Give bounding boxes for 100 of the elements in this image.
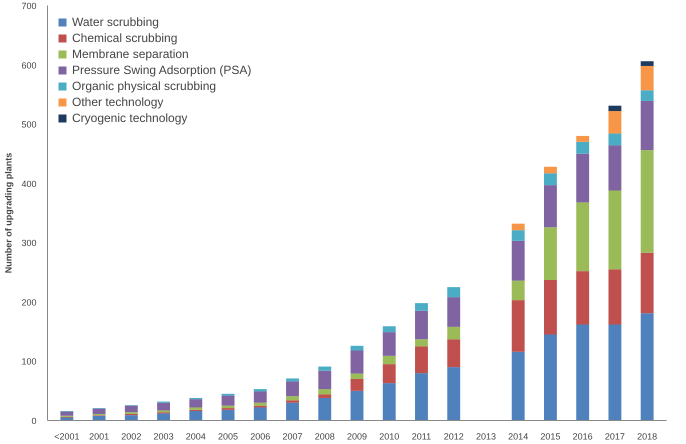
- x-tick-label: 2018: [637, 432, 658, 442]
- y-tick-label: 300: [21, 238, 37, 248]
- x-tick-label: 2009: [346, 432, 368, 442]
- x-tick-label: 2007: [282, 432, 303, 442]
- bar: [447, 287, 460, 298]
- x-tick-label: 2006: [250, 432, 270, 442]
- bar: [576, 324, 590, 420]
- bar: [544, 173, 557, 186]
- legend-label: Pressure Swing Adsorption (PSA): [72, 63, 252, 77]
- bar: [576, 136, 590, 142]
- x-tick-label: 2004: [186, 432, 206, 442]
- bar: [350, 379, 364, 391]
- bar: [576, 271, 590, 324]
- bar: [576, 142, 590, 154]
- bar: [382, 364, 396, 384]
- bar: [318, 370, 332, 390]
- legend-label: Organic physical scrubbing: [72, 79, 216, 93]
- bar: [608, 106, 622, 112]
- bar: [608, 111, 622, 134]
- bar: [415, 303, 428, 311]
- y-tick-label: 500: [21, 120, 37, 130]
- x-tick-label: 2002: [121, 432, 142, 442]
- bar: [286, 381, 299, 396]
- bar: [415, 346, 428, 374]
- x-tick-label: 2005: [218, 432, 238, 442]
- bar: [350, 374, 364, 379]
- bar: [382, 383, 396, 420]
- bar: [286, 378, 299, 382]
- bar: [544, 227, 557, 280]
- bar: [350, 390, 364, 420]
- x-tick-label: 2014: [508, 432, 528, 442]
- bar: [640, 61, 654, 66]
- bar: [640, 150, 654, 253]
- x-tick-label: 2012: [444, 432, 464, 442]
- bar: [544, 334, 557, 420]
- bar: [576, 202, 590, 272]
- bar: [318, 389, 332, 394]
- x-tick-label: 2001: [89, 432, 110, 442]
- x-tick-label: 2013: [476, 432, 496, 442]
- bar: [447, 297, 460, 327]
- y-tick-label: 600: [21, 60, 37, 70]
- x-tick-label: 2011: [412, 432, 432, 442]
- y-tick-label: 400: [21, 178, 37, 189]
- bar: [189, 411, 202, 420]
- x-tick-label: 2010: [379, 432, 400, 442]
- bar: [544, 280, 557, 335]
- bar: [640, 313, 654, 420]
- bar: [608, 324, 622, 420]
- bar: [640, 90, 654, 101]
- bar: [447, 367, 460, 420]
- bar: [544, 166, 557, 174]
- y-axis-title: Number of upgrading plants: [3, 152, 14, 274]
- bar: [350, 346, 364, 351]
- bar: [60, 412, 74, 416]
- bar: [189, 399, 202, 408]
- bar: [512, 224, 525, 230]
- bar: [512, 230, 525, 241]
- bar: [92, 408, 106, 414]
- x-tick-label: 2003: [154, 432, 174, 442]
- legend-label: Cryogenic technology: [72, 111, 188, 125]
- y-tick-label: 700: [21, 1, 37, 11]
- x-tick-label: 2015: [540, 432, 560, 442]
- bar: [447, 326, 460, 340]
- bar: [222, 406, 234, 408]
- bar: [640, 66, 654, 90]
- bar: [318, 366, 332, 371]
- bar: [512, 352, 525, 420]
- bar: [447, 339, 460, 368]
- bar: [157, 402, 170, 410]
- bar: [254, 407, 267, 420]
- bar: [512, 280, 525, 300]
- x-tick-label: <2001: [54, 432, 80, 442]
- bar: [512, 300, 525, 352]
- bar: [254, 402, 267, 406]
- bar: [382, 326, 396, 332]
- y-tick-label: 0: [31, 416, 37, 426]
- bar: [415, 373, 428, 420]
- bar: [222, 410, 234, 420]
- bar: [254, 391, 267, 403]
- legend-label: Membrane separation: [72, 47, 189, 61]
- bar: [415, 339, 428, 346]
- bar: [640, 252, 654, 314]
- bar: [124, 415, 138, 420]
- bar: [318, 394, 332, 398]
- bar: [124, 406, 138, 412]
- x-tick-label: 2017: [604, 432, 625, 442]
- bar: [512, 240, 525, 281]
- bar: [382, 356, 396, 364]
- bar: [576, 154, 590, 202]
- bar: [608, 134, 622, 146]
- legend-label: Water scrubbing: [72, 15, 159, 29]
- bar: [222, 396, 234, 406]
- bar: [382, 332, 396, 356]
- bar: [544, 185, 557, 228]
- bar: [608, 145, 622, 190]
- bar: [415, 310, 428, 340]
- bar: [286, 402, 299, 420]
- legend-label: Chemical scrubbing: [72, 31, 178, 45]
- bar: [318, 398, 332, 420]
- x-tick-label: 2008: [314, 432, 335, 442]
